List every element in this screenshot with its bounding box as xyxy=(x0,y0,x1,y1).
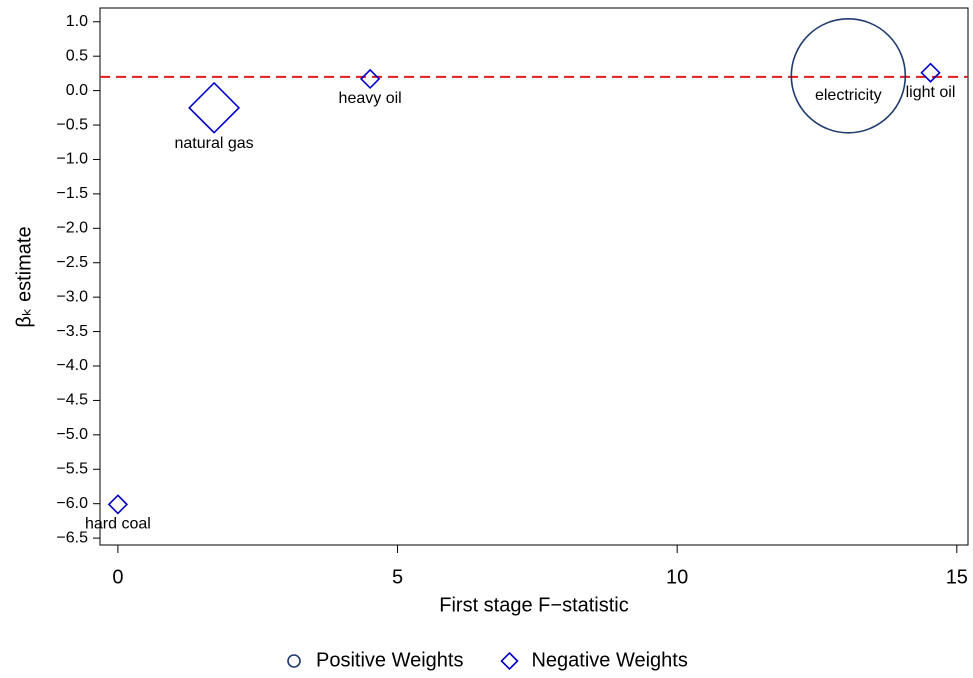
legend-label: Positive Weights xyxy=(316,649,463,671)
y-tick-label: 0.5 xyxy=(66,47,88,64)
x-tick-label: 15 xyxy=(946,566,968,588)
x-tick-label: 10 xyxy=(666,566,688,588)
y-tick-label: −5.5 xyxy=(56,460,88,477)
y-tick-label: −0.5 xyxy=(56,116,88,133)
y-tick-label: −2.5 xyxy=(56,254,88,271)
y-tick-label: −4.0 xyxy=(56,357,88,374)
legend-marker xyxy=(500,651,519,671)
x-axis-label: First stage F−statistic xyxy=(439,594,629,616)
y-tick-label: −1.5 xyxy=(56,185,88,202)
point-label: hard coal xyxy=(85,516,151,533)
y-tick-label: 0.0 xyxy=(66,82,88,99)
y-tick-label: −4.5 xyxy=(56,392,88,409)
y-tick-label: −2.0 xyxy=(56,220,88,237)
y-tick-label: 1.0 xyxy=(66,13,88,30)
point-label: light oil xyxy=(906,84,956,101)
point-label: heavy oil xyxy=(339,90,402,107)
point xyxy=(359,68,381,90)
point xyxy=(790,18,907,134)
y-tick-label: −3.5 xyxy=(56,323,88,340)
legend-label: Negative Weights xyxy=(531,649,687,671)
x-tick-label: 0 xyxy=(112,566,123,588)
y-tick-label: −1.0 xyxy=(56,151,88,168)
y-tick-label: −5.0 xyxy=(56,426,88,443)
legend-marker xyxy=(287,654,301,668)
y-tick-label: −6.0 xyxy=(56,495,88,512)
point xyxy=(107,494,129,515)
point xyxy=(920,62,941,83)
point-label: electricity xyxy=(815,87,882,104)
y-axis-label: βₖ estimate xyxy=(13,226,35,327)
y-tick-label: −3.0 xyxy=(56,288,88,305)
plot-frame xyxy=(99,7,969,546)
point-label: natural gas xyxy=(175,135,254,152)
y-tick-label: −6.5 xyxy=(56,529,88,546)
x-tick-label: 5 xyxy=(392,566,403,588)
point xyxy=(188,81,241,134)
